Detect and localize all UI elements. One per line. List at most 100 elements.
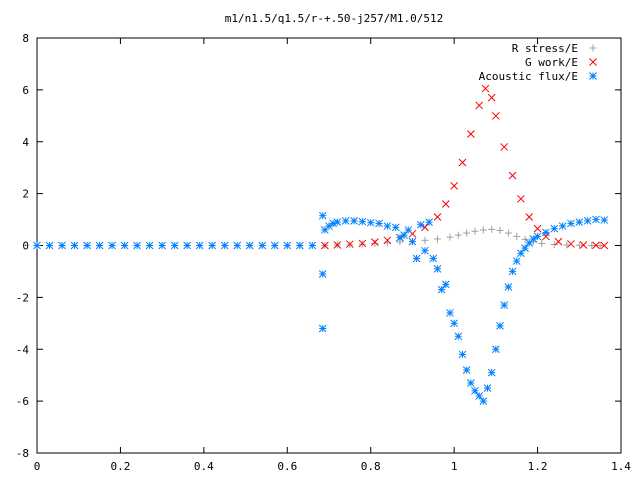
data-point [450,319,458,328]
data-point [404,226,413,234]
data-point [341,217,350,225]
data-point [567,240,575,248]
legend-label: R stress/E [512,42,578,55]
data-point [542,228,550,237]
data-point [517,249,525,258]
data-point [95,241,104,250]
data-point [538,239,546,247]
data-point [408,237,417,246]
data-point [366,218,375,227]
data-point [320,241,329,250]
data-point [145,241,154,250]
data-point [500,143,509,151]
data-point [400,231,408,239]
data-point [521,244,529,252]
x-tick-label: 1.4 [611,460,631,473]
data-point [208,241,217,250]
data-point [333,218,342,227]
data-point [575,241,583,249]
data-point [525,213,534,221]
data-point [475,101,484,110]
data-point [383,222,392,230]
data-point [550,240,558,248]
data-point [425,218,433,227]
data-point [346,240,354,249]
data-point [283,241,292,250]
legend-label: G work/E [525,56,578,69]
data-point [466,379,475,387]
x-tick-label: 0 [34,460,41,473]
data-point [492,111,500,120]
data-point [481,84,490,93]
x-tick-label: 1 [451,460,458,473]
x-tick-label: 0.4 [194,460,214,473]
y-tick-label: 2 [22,188,29,201]
data-point [333,241,342,249]
data-point [83,241,91,250]
data-point [429,254,438,263]
data-point [471,386,479,395]
data-point [441,280,450,289]
data-point [195,241,204,250]
data-point [504,229,512,237]
data-point [533,232,542,241]
data-point [446,233,454,241]
data-point [433,213,442,221]
legend-label: Acoustic flux/E [479,70,578,83]
data-point [550,224,559,233]
data-point [108,241,116,250]
data-point [33,241,41,250]
data-point [318,324,327,333]
data-point [579,241,588,249]
y-axis: -8 -6 -4 -2 0 2 4 6 8 [16,32,621,460]
data-point [483,384,492,393]
data-point [170,241,179,250]
data-point [454,231,462,239]
data-point [318,211,327,220]
data-point [433,264,442,273]
data-point [454,332,463,341]
x-tick-label: 1.2 [528,460,548,473]
data-point [513,232,521,240]
data-point [512,257,521,265]
legend-marker [589,58,597,66]
data-point [458,158,467,167]
series-layer [33,84,609,405]
data-point [383,236,392,245]
data-point [500,301,509,310]
x-tick-label: 0.6 [277,460,297,473]
data-point [488,225,496,233]
data-point [233,241,242,250]
data-point [446,309,454,317]
data-point [295,241,304,250]
data-point [592,215,600,224]
series-1 [321,225,604,249]
data-point [308,241,317,250]
data-point [270,241,279,250]
data-point [45,241,54,250]
data-point [583,217,592,225]
data-point [375,219,383,228]
data-point [533,224,542,233]
data-point [496,322,504,330]
x-axis: 0 0.2 0.4 0.6 0.8 1 1.2 1.4 [34,38,631,473]
data-point [245,241,254,250]
data-point [463,229,471,237]
x-tick-label: 0.2 [110,460,130,473]
data-point [358,239,367,248]
data-point [358,217,367,226]
data-point [558,222,567,230]
data-point [318,270,327,278]
chart-title: m1/n1.5/q1.5/r-+.50-j257/M1.0/512 [225,12,444,25]
data-point [517,194,525,203]
data-point [596,242,604,249]
y-tick-label: 4 [22,136,29,149]
data-point [600,216,609,224]
data-point [479,397,488,405]
data-point [475,392,484,400]
data-point [508,171,517,180]
y-tick-label: 6 [22,84,29,97]
data-point [58,241,66,250]
